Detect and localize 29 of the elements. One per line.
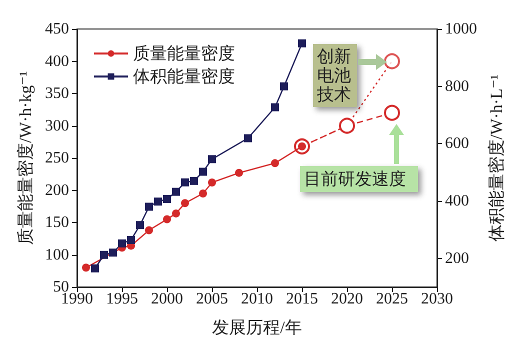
y-tick-label: 150 xyxy=(45,214,69,231)
y-tick-label: 400 xyxy=(45,52,69,70)
y2-tick-label: 800 xyxy=(445,78,469,95)
x-tick-label: 2005 xyxy=(196,290,228,308)
legend-label: 质量能量密度 xyxy=(133,44,235,63)
legend-label: 体积能量密度 xyxy=(133,67,235,86)
y-axis-title: 质量能量密度/W·h·kg⁻¹ xyxy=(16,71,36,245)
y-tick-label: 200 xyxy=(45,182,69,199)
annotation: 创新电池技术 xyxy=(316,47,351,104)
x-tick-label: 2030 xyxy=(421,290,453,308)
x-tick-label: 2000 xyxy=(151,290,183,308)
x-tick-label: 2015 xyxy=(286,290,318,308)
y-tick-label: 300 xyxy=(45,117,69,134)
annotation: 目前研发速度 xyxy=(304,170,406,188)
x-axis-title: 发展历程/年 xyxy=(212,318,302,337)
x-tick-label: 1990 xyxy=(61,290,93,308)
x-tick-label: 1995 xyxy=(106,290,138,308)
y2-tick-label: 400 xyxy=(445,192,469,210)
y2-tick-label: 600 xyxy=(445,135,469,152)
y-tick-label: 100 xyxy=(45,246,69,264)
x-tick-label: 2010 xyxy=(241,290,273,308)
y-tick-label: 350 xyxy=(45,85,69,102)
y-tick-label: 450 xyxy=(45,20,69,38)
y2-axis-title: 体积能量密度/W·h·L⁻¹ xyxy=(486,74,506,242)
x-tick-label: 2025 xyxy=(376,290,408,308)
y2-tick-label: 200 xyxy=(445,250,469,267)
x-tick-label: 2020 xyxy=(331,290,363,308)
y-tick-label: 250 xyxy=(45,150,69,166)
y2-tick-label: 1000 xyxy=(445,20,477,38)
